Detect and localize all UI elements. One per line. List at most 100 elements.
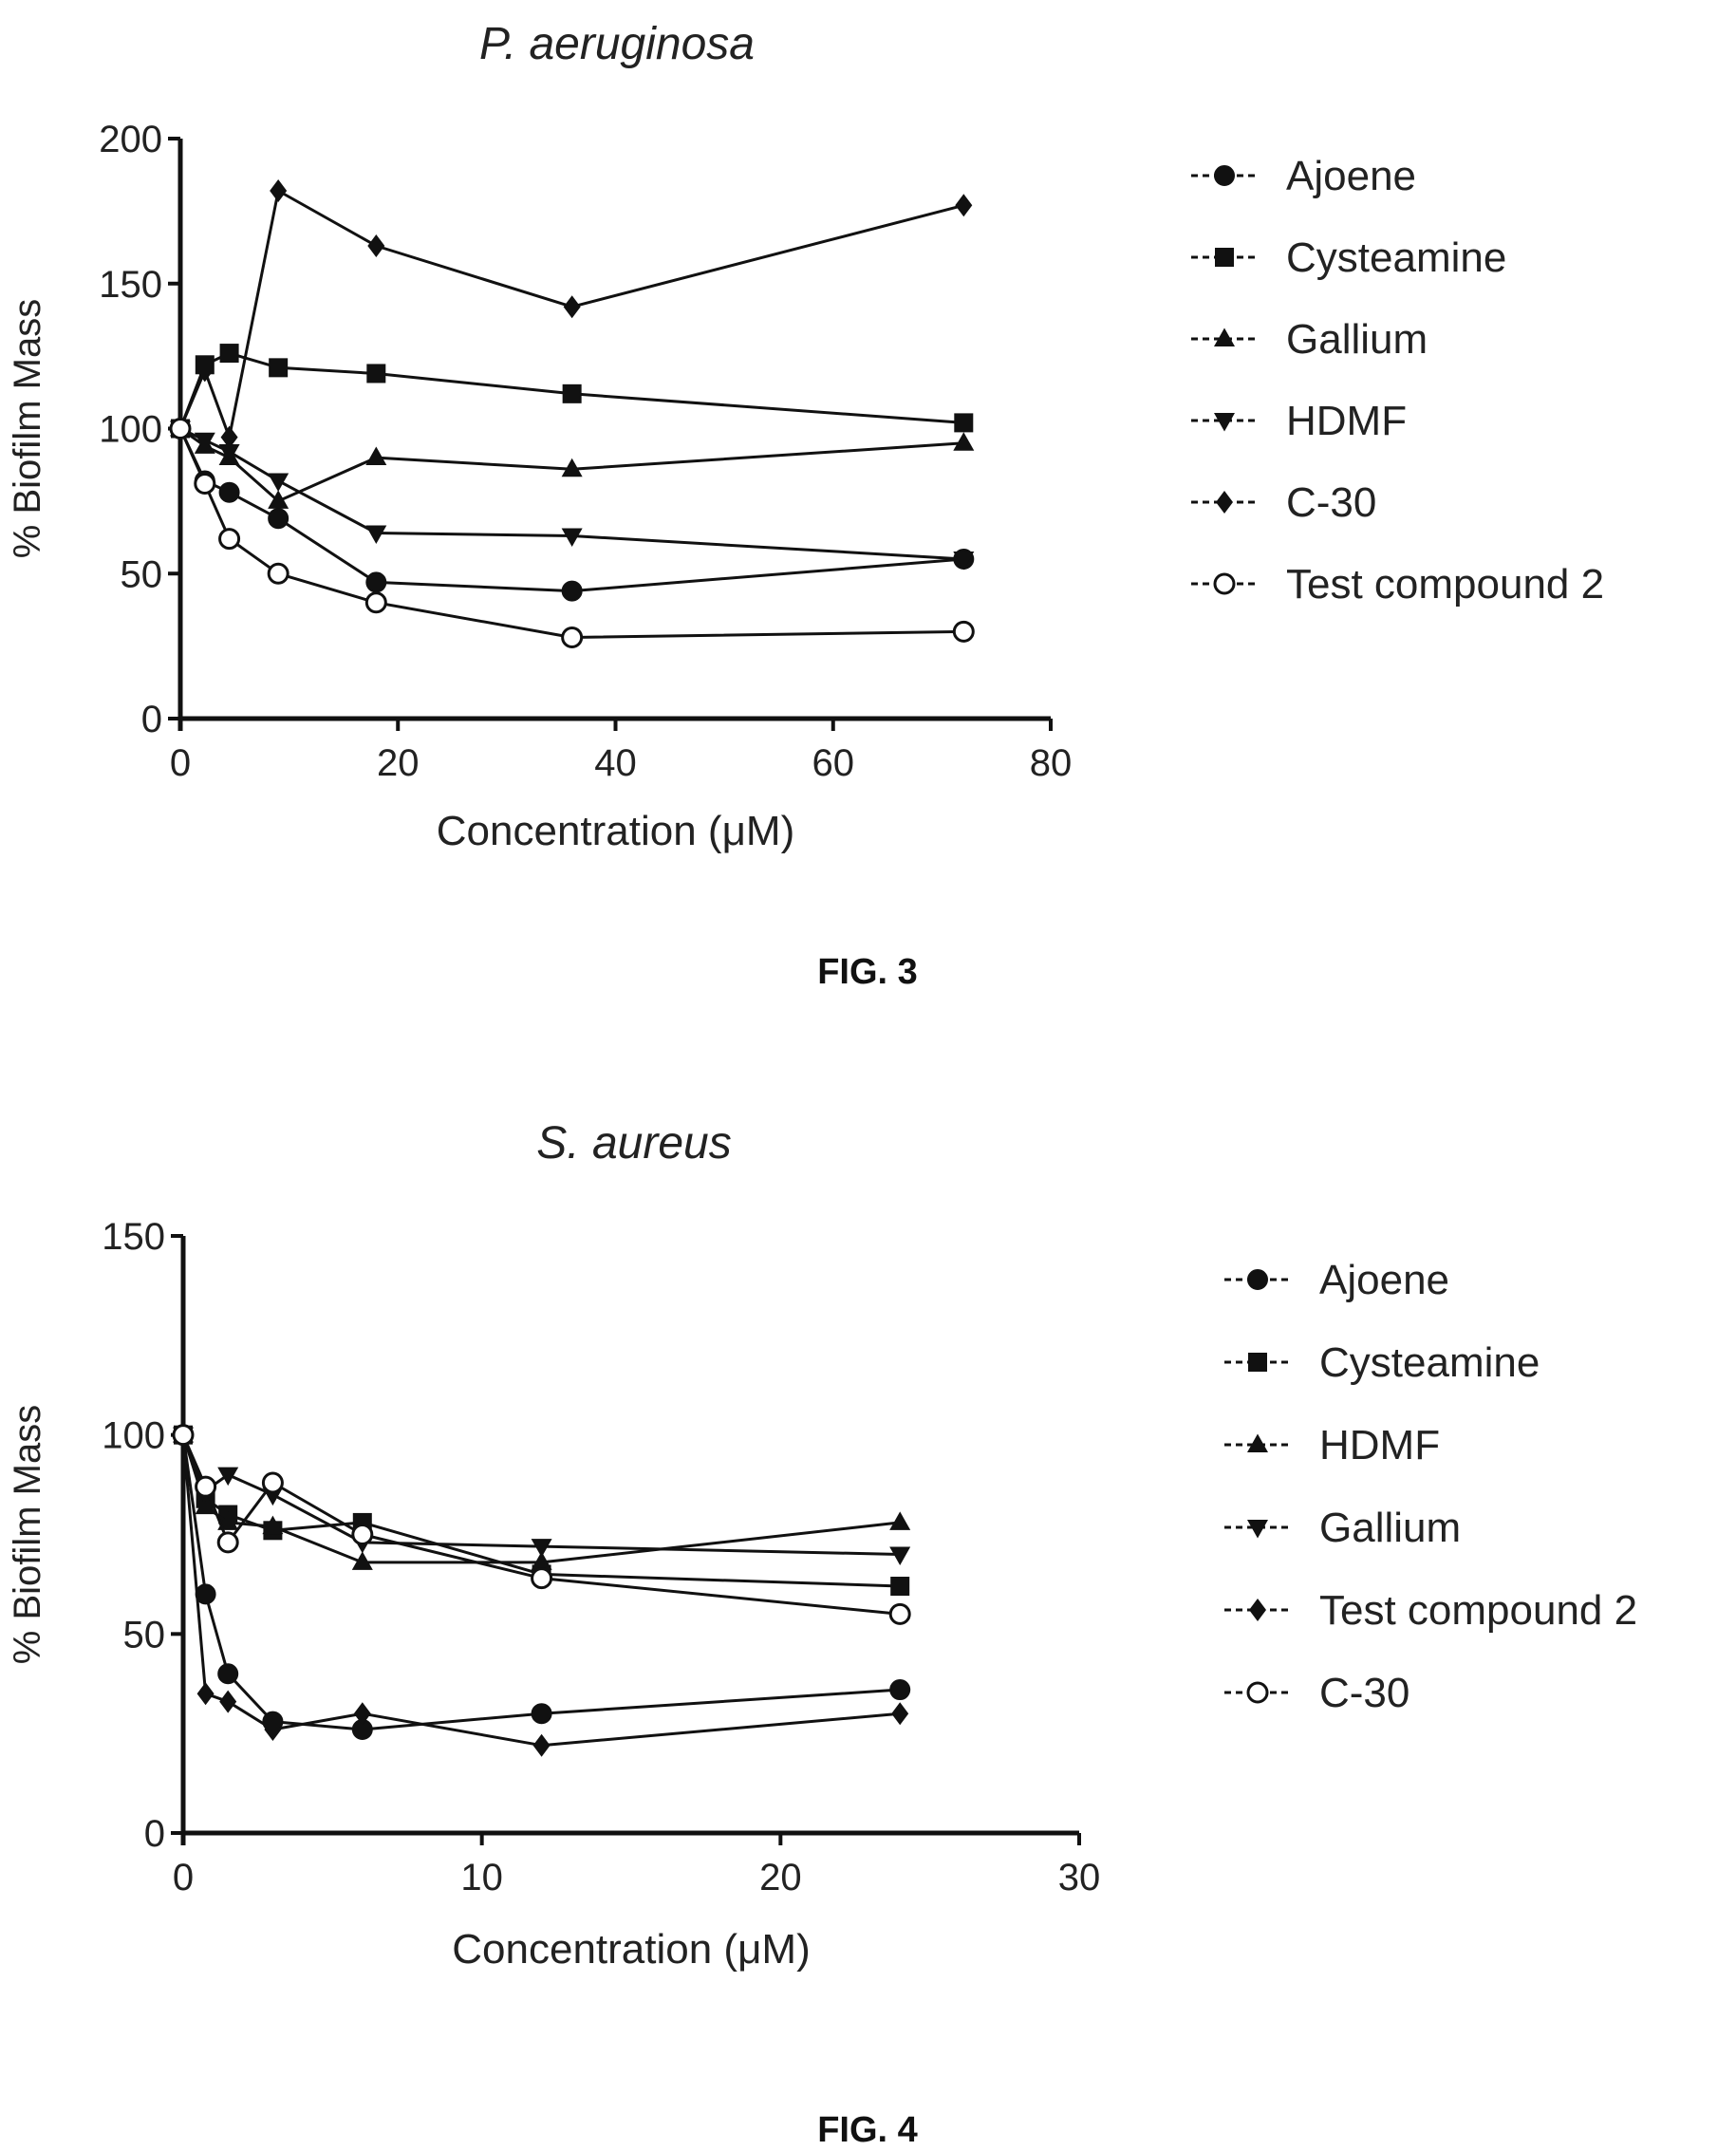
- data-point-test-compound-2: [353, 1702, 371, 1726]
- data-point-cysteamine: [890, 1577, 910, 1597]
- legend-label-c-30: C-30: [1286, 479, 1376, 526]
- legend-marker-hdmf: [1214, 413, 1235, 432]
- data-point-gallium: [365, 446, 387, 466]
- data-point-c-30: [195, 1475, 217, 1498]
- y-tick-label: 50: [121, 553, 163, 595]
- x-axis-label: Concentration (μM): [437, 808, 794, 854]
- data-point-gallium: [889, 1546, 911, 1565]
- data-point-cysteamine: [562, 383, 582, 403]
- y-axis-label: % Biofilm Mass: [7, 1405, 48, 1664]
- data-point-test-compound-2: [194, 473, 216, 496]
- x-tick-label: 10: [460, 1857, 503, 1898]
- data-point-c-30: [216, 1531, 239, 1554]
- data-point-ajoene: [561, 580, 583, 602]
- chart-title: S. aureus: [536, 1118, 731, 1169]
- data-point-test-compound-2: [532, 1733, 551, 1757]
- y-tick-label: 0: [141, 699, 162, 740]
- data-point-test-compound-2: [264, 1717, 282, 1741]
- legend-label-c-30: C-30: [1319, 1670, 1409, 1716]
- data-point-hdmf: [262, 1515, 284, 1535]
- data-point-cysteamine: [269, 358, 289, 378]
- legend-label-test-compound-2: Test compound 2: [1286, 561, 1604, 608]
- data-point-hdmf: [351, 1551, 373, 1570]
- data-point-cysteamine: [219, 344, 239, 364]
- y-tick-label: 100: [102, 1415, 165, 1457]
- data-point-hdmf: [561, 528, 583, 548]
- data-point-hdmf: [217, 1511, 239, 1530]
- data-point-test-compound-2: [952, 620, 975, 643]
- data-point-cysteamine: [366, 364, 386, 383]
- legend-label-cysteamine: Cysteamine: [1286, 234, 1506, 281]
- legend-label-ajoene: Ajoene: [1319, 1257, 1449, 1303]
- data-point-gallium: [268, 490, 289, 509]
- data-point-test-compound-2: [169, 418, 192, 440]
- legend-marker-gallium: [1247, 1520, 1268, 1539]
- data-point-ajoene: [268, 508, 289, 530]
- data-point-cysteamine: [954, 413, 974, 433]
- data-point-test-compound-2: [267, 562, 289, 585]
- data-point-c-30: [220, 425, 238, 449]
- legend-marker-test-compound-2: [1249, 1599, 1266, 1621]
- data-point-hdmf: [195, 1495, 216, 1515]
- legend-label-ajoene: Ajoene: [1286, 153, 1416, 199]
- series-line-test-compound-2: [181, 1434, 901, 1748]
- legend-marker-hdmf: [1247, 1433, 1268, 1452]
- data-point-c-30: [955, 194, 973, 217]
- x-tick-label: 20: [759, 1857, 802, 1898]
- data-point-ajoene: [218, 481, 240, 503]
- data-point-test-compound-2: [891, 1702, 909, 1726]
- data-point-ajoene: [217, 1663, 239, 1685]
- data-point-c-30: [172, 1424, 195, 1447]
- legend-marker-c-30: [1246, 1681, 1269, 1704]
- y-tick-label: 50: [123, 1614, 166, 1655]
- chart-s-aureus: S. aureus 0 50 100 150 0 10 20 30 Concentration (…: [7, 1118, 1637, 1973]
- data-point-test-compound-2: [218, 528, 241, 551]
- x-tick-label: 40: [594, 742, 637, 784]
- figure-3-caption: FIG. 3: [817, 952, 918, 992]
- x-tick-label: 60: [812, 742, 855, 784]
- chart-title: P. aeruginosa: [479, 19, 755, 69]
- x-tick-label: 0: [170, 742, 191, 784]
- legend-marker-test-compound-2: [1213, 572, 1236, 595]
- data-point-gallium: [531, 1539, 552, 1558]
- series-line-ajoene: [178, 427, 964, 593]
- legend-label-gallium: Gallium: [1319, 1505, 1461, 1551]
- y-tick-label: 0: [144, 1813, 165, 1855]
- legend-marker-ajoene: [1247, 1269, 1268, 1290]
- legend-marker-c-30: [1216, 491, 1233, 514]
- data-point-ajoene: [531, 1703, 552, 1725]
- x-axis-label: Concentration (μM): [452, 1926, 810, 1973]
- data-point-c-30: [531, 1567, 553, 1590]
- data-point-c-30: [367, 234, 385, 258]
- data-point-hdmf: [889, 1511, 911, 1530]
- x-tick-label: 30: [1058, 1857, 1101, 1898]
- data-point-c-30: [888, 1602, 911, 1625]
- y-tick-label: 200: [99, 119, 162, 160]
- legend-label-test-compound-2: Test compound 2: [1319, 1587, 1637, 1634]
- data-point-c-30: [261, 1471, 284, 1494]
- data-point-hdmf: [365, 525, 387, 544]
- legend-marker-ajoene: [1214, 165, 1235, 186]
- data-point-test-compound-2: [219, 1690, 237, 1713]
- y-tick-label: 100: [99, 409, 162, 451]
- data-point-gallium: [561, 458, 583, 477]
- legend-label-gallium: Gallium: [1286, 316, 1428, 363]
- x-tick-label: 80: [1030, 742, 1073, 784]
- legend-label-cysteamine: Cysteamine: [1319, 1339, 1540, 1386]
- data-point-c-30: [196, 359, 214, 383]
- data-point-test-compound-2: [561, 626, 584, 648]
- chart-p-aeruginosa: P. aeruginosa 0 50 100 150 200 0 20 40 60 80 Concen…: [7, 19, 1604, 854]
- data-point-hdmf: [268, 473, 289, 492]
- data-point-hdmf: [194, 432, 215, 452]
- data-point-c-30: [351, 1524, 374, 1545]
- legend-label-hdmf: HDMF: [1319, 1422, 1440, 1468]
- data-point-test-compound-2: [364, 591, 387, 614]
- data-point-hdmf: [953, 551, 975, 570]
- x-tick-label: 0: [173, 1857, 194, 1898]
- data-point-c-30: [563, 295, 581, 319]
- x-tick-label: 20: [377, 742, 420, 784]
- data-point-ajoene: [365, 571, 387, 593]
- y-tick-label: 150: [102, 1216, 165, 1258]
- data-point-gallium: [953, 432, 975, 451]
